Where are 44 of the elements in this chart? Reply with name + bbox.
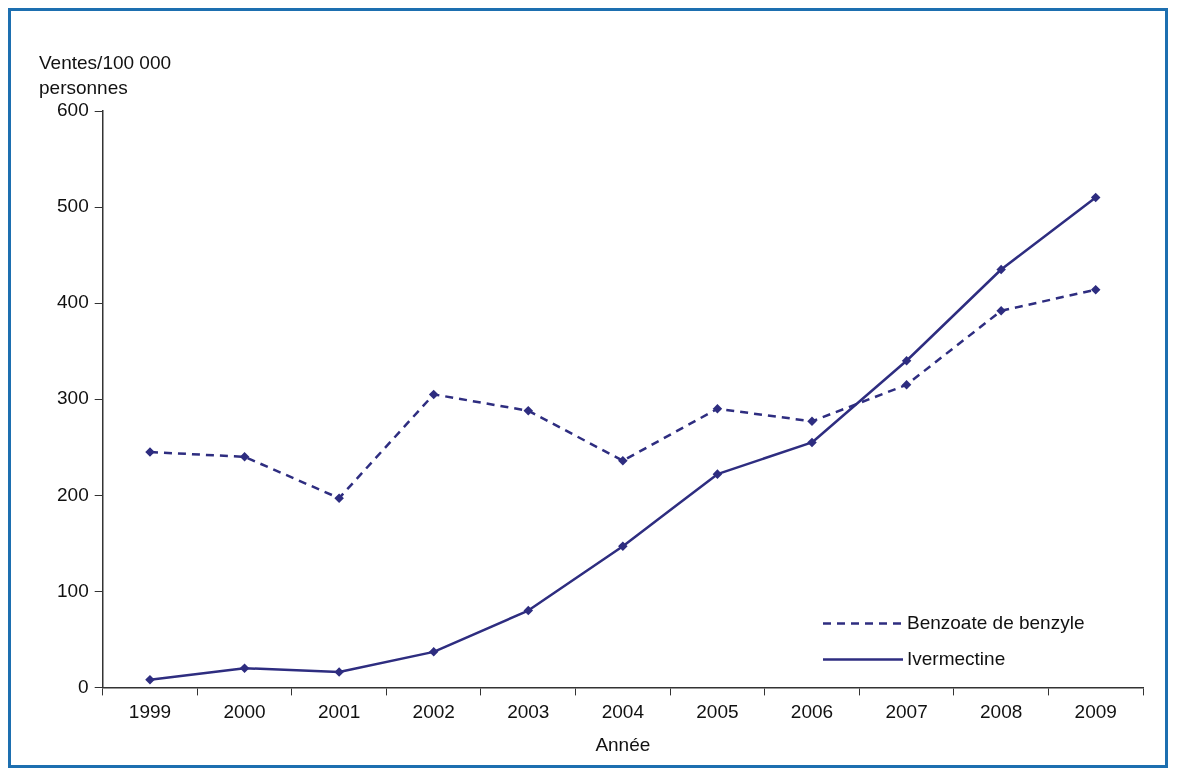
y-tick-label: 0 (78, 675, 89, 697)
y-tick-label: 500 (57, 195, 89, 217)
point (807, 438, 817, 447)
point (902, 380, 911, 390)
y-tick-label: 100 (57, 579, 89, 601)
x-tick-label: 2001 (317, 701, 361, 723)
point (240, 663, 249, 673)
y-tick-label: 400 (57, 291, 89, 313)
point (618, 456, 628, 465)
legend-label: Ivermectine (907, 647, 1006, 669)
y-tick-label: 300 (57, 387, 89, 409)
point (1091, 285, 1100, 294)
x-tick-label: 1999 (128, 701, 172, 723)
point (145, 675, 155, 684)
legend-label: Benzoate de benzyle (907, 611, 1085, 633)
point (145, 447, 155, 457)
point (1091, 193, 1100, 202)
point (807, 417, 817, 426)
x-axis-title: Année (595, 733, 651, 755)
x-tick-label: 2002 (412, 701, 455, 723)
x-tick-label: 2006 (790, 701, 834, 723)
point (902, 356, 911, 366)
point (618, 541, 628, 551)
x-tick-label: 2004 (601, 701, 645, 723)
x-tick-label: 2009 (1074, 701, 1117, 723)
point (524, 406, 533, 415)
point (996, 265, 1006, 274)
point (334, 493, 344, 503)
y-tick-label: 600 (57, 99, 89, 121)
point (996, 306, 1006, 316)
x-tick-label: 2003 (507, 701, 550, 723)
point (429, 390, 438, 399)
x-tick-label: 2007 (885, 701, 928, 723)
point (713, 469, 722, 479)
y-tick-label: 200 (57, 483, 89, 505)
x-tick-label: 2005 (696, 701, 739, 723)
point (334, 667, 344, 677)
point (713, 404, 722, 414)
point (429, 647, 438, 657)
x-tick-label: 2000 (223, 701, 266, 723)
y-axis-title: Ventes/100 000 personnes (39, 51, 173, 100)
x-tick-label: 2008 (980, 701, 1023, 723)
point (524, 606, 533, 615)
point (240, 452, 249, 462)
